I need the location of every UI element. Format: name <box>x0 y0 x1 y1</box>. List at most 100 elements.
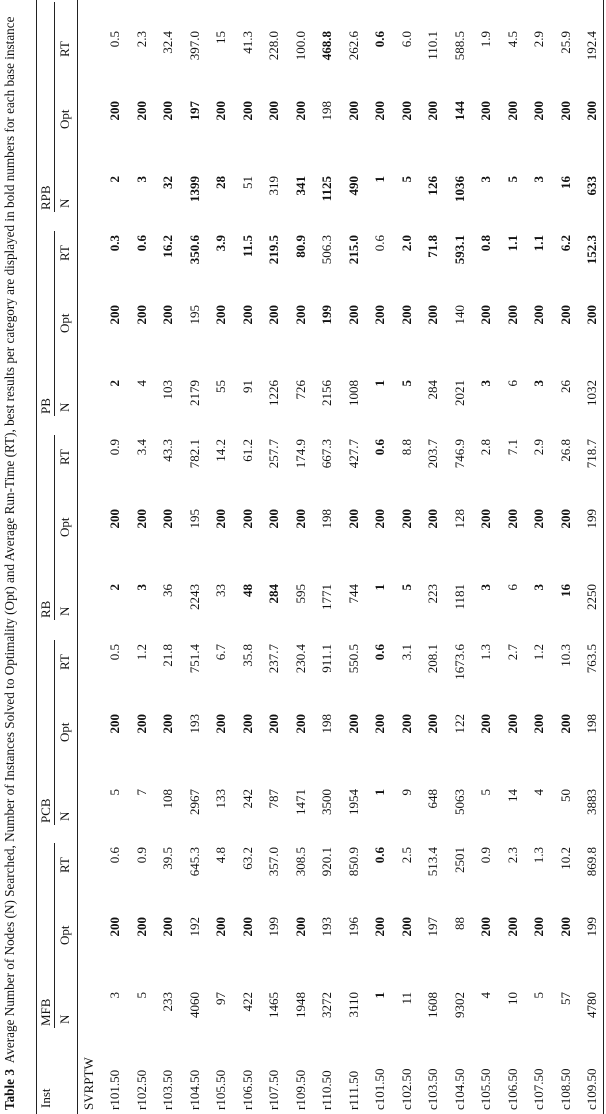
table-cell: 200 <box>345 509 361 529</box>
table-caption: Table 3 Average Number of Nodes (N) Sear… <box>2 2 18 1111</box>
table-cell: 2156 <box>319 380 334 406</box>
subheader-opt: Opt <box>57 517 72 538</box>
instance-name: r106.50 <box>239 1069 255 1110</box>
subheader-rt: RT <box>57 654 72 670</box>
group-header-rb: RB <box>38 600 53 618</box>
table-cell: 198 <box>584 714 599 734</box>
table-cell: 5 <box>398 584 414 591</box>
table-cell: 1608 <box>425 992 440 1018</box>
table-cell: 200 <box>345 101 361 121</box>
table-cell: 4780 <box>584 992 599 1018</box>
table-cell: 1.3 <box>531 847 546 864</box>
table-cell: 200 <box>239 714 255 734</box>
table-cell: 4 <box>478 992 493 999</box>
table-cell: 200 <box>266 101 281 121</box>
table-cell: 2 <box>107 380 122 387</box>
table-cell: 350.6 <box>186 235 202 265</box>
table-cell: 200 <box>160 305 175 325</box>
table-cell: 1 <box>372 176 387 183</box>
group-underline <box>54 2 55 212</box>
instance-name: c106.50 <box>504 1068 520 1110</box>
table-cell: 1008 <box>345 380 361 406</box>
table-cell: 88 <box>451 917 467 930</box>
instance-name: c109.50 <box>584 1068 599 1110</box>
table-cell: 200 <box>478 509 493 529</box>
table-cell: 200 <box>372 101 387 121</box>
table-cell: 200 <box>160 101 175 121</box>
table-cell: 1471 <box>292 789 308 815</box>
table-cell: 200 <box>398 917 414 937</box>
table-cell: 1.2 <box>133 644 149 661</box>
table-cell: 61.2 <box>239 439 255 462</box>
table-cell: 200 <box>133 714 149 734</box>
table-cell: 41.3 <box>239 31 255 54</box>
table-cell: 43.3 <box>160 439 175 462</box>
table-cell: 3 <box>478 176 493 183</box>
table-cell: 1.1 <box>531 235 546 252</box>
table-cell: 39.5 <box>160 847 175 870</box>
table-cell: 550.5 <box>345 644 361 674</box>
table-cell: 199 <box>584 917 599 937</box>
table-cell: 3 <box>133 176 149 183</box>
table-cell: 103 <box>160 380 175 400</box>
group-header-pb: PB <box>38 398 53 414</box>
table-cell: 1.2 <box>531 644 546 661</box>
table-cell: 6.0 <box>398 31 414 48</box>
table-cell: 100.0 <box>292 31 308 61</box>
table-cell: 203.7 <box>425 439 440 469</box>
table-cell: 33 <box>213 584 228 597</box>
table-cell: 1.9 <box>478 31 493 48</box>
table-cell: 3500 <box>319 789 334 815</box>
table-cell: 1948 <box>292 992 308 1018</box>
table-cell: 0.6 <box>372 235 387 252</box>
table-cell: 2.9 <box>531 439 546 456</box>
table-cell: 32 <box>160 176 175 189</box>
table-cell: 122 <box>451 714 467 734</box>
subheader-rt: RT <box>57 857 72 873</box>
table-cell: 10 <box>504 992 520 1005</box>
table-cell: 357.0 <box>266 847 281 877</box>
table-cell: 4 <box>133 380 149 387</box>
table-cell: 200 <box>107 917 122 937</box>
table-cell: 16.2 <box>160 235 175 258</box>
instance-name: r111.50 <box>345 1070 361 1110</box>
table-cell: 2501 <box>451 847 467 873</box>
table-cell: 200 <box>213 509 228 529</box>
table-cell: 200 <box>504 917 520 937</box>
table-cell: 0.9 <box>107 439 122 456</box>
table-cell: 1181 <box>451 584 467 610</box>
table-cell: 1 <box>372 380 387 387</box>
table-cell: 593.1 <box>451 235 467 265</box>
subheader-rt: RT <box>57 245 72 261</box>
table-cell: 5 <box>531 992 546 999</box>
table-cell: 5 <box>398 176 414 183</box>
table-cell: 751.4 <box>186 644 202 674</box>
table-cell: 284 <box>266 584 281 604</box>
table-cell: 6.7 <box>213 644 228 661</box>
table-cell: 91 <box>239 380 255 393</box>
table-cell: 11.5 <box>239 235 255 258</box>
table-cell: 9 <box>398 789 414 796</box>
table-cell: 2.3 <box>133 31 149 48</box>
table-cell: 6 <box>504 584 520 591</box>
table-cell: 200 <box>292 714 308 734</box>
table-cell: 595 <box>292 584 308 604</box>
table-cell: 5 <box>107 789 122 796</box>
top-rule <box>36 0 37 1114</box>
table-cell: 21.8 <box>160 644 175 667</box>
table-cell: 200 <box>531 305 546 325</box>
table-cell: 10.2 <box>557 847 573 870</box>
table-cell: 1.3 <box>478 644 493 661</box>
table-cell: 7 <box>133 789 149 796</box>
table-cell: 0.6 <box>372 439 387 456</box>
table-cell: 71.8 <box>425 235 440 258</box>
table-cell: 200 <box>213 305 228 325</box>
table-cell: 140 <box>451 305 467 325</box>
table-cell: 200 <box>557 917 573 937</box>
table-cell: 0.9 <box>133 847 149 864</box>
table-cell: 200 <box>425 509 440 529</box>
table-cell: 422 <box>239 992 255 1012</box>
table-cell: 200 <box>372 917 387 937</box>
table-cell: 2967 <box>186 789 202 815</box>
table-cell: 32.4 <box>160 31 175 54</box>
